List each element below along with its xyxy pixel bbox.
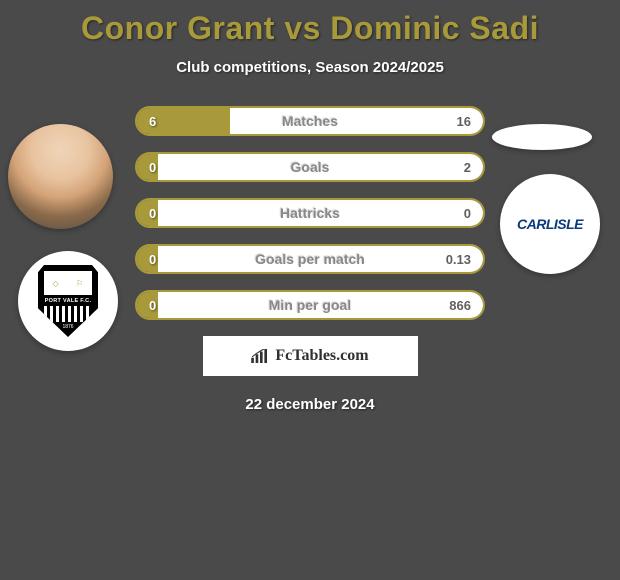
shield-year: 1876 [62,324,73,330]
stat-value-right: 2 [464,160,471,175]
comparison-area: ◇ ⚐ PORT VALE F.C. 1876 CARLISLE 6Matche… [0,106,620,320]
left-player-avatar [8,124,113,229]
stat-value-right: 866 [449,298,471,313]
chart-icon [251,349,269,363]
page-title: Conor Grant vs Dominic Sadi [0,0,620,47]
left-club-badge: ◇ ⚐ PORT VALE F.C. 1876 [18,251,118,351]
shield-club-name: PORT VALE F.C. [45,298,92,304]
stat-bars: 6Matches160Goals20Hattricks00Goals per m… [135,106,485,320]
branding-box: FcTables.com [203,336,418,376]
stat-value-right: 16 [457,114,471,129]
stat-label: Goals per match [137,251,483,267]
stat-label: Hattricks [137,205,483,221]
stat-row: 0Min per goal866 [135,290,485,320]
port-vale-shield-icon: ◇ ⚐ PORT VALE F.C. 1876 [38,265,98,337]
stat-label: Matches [137,113,483,129]
stat-row: 0Goals2 [135,152,485,182]
carlisle-logo-text: CARLISLE [517,216,583,232]
branding-text: FcTables.com [275,347,368,365]
date-label: 22 december 2024 [0,396,620,413]
stat-value-right: 0.13 [446,252,471,267]
stat-row: 6Matches16 [135,106,485,136]
subtitle: Club competitions, Season 2024/2025 [0,59,620,76]
right-club-badge: CARLISLE [500,174,600,274]
right-player-avatar [492,124,592,150]
stat-row: 0Hattricks0 [135,198,485,228]
stat-label: Goals [137,159,483,175]
stat-row: 0Goals per match0.13 [135,244,485,274]
stat-value-right: 0 [464,206,471,221]
stat-label: Min per goal [137,297,483,313]
